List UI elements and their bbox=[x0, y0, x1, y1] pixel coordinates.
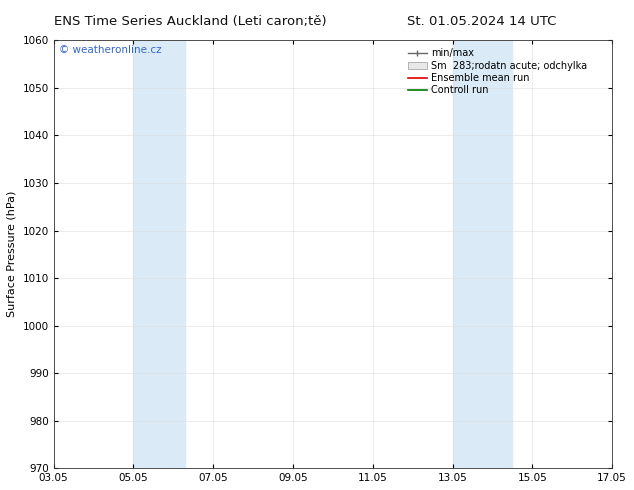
Legend: min/max, Sm  283;rodatn acute; odchylka, Ensemble mean run, Controll run: min/max, Sm 283;rodatn acute; odchylka, … bbox=[404, 45, 590, 98]
Text: ENS Time Series Auckland (Leti caron;tě): ENS Time Series Auckland (Leti caron;tě) bbox=[54, 15, 327, 28]
Y-axis label: Surface Pressure (hPa): Surface Pressure (hPa) bbox=[7, 191, 17, 318]
Bar bbox=[133, 40, 185, 468]
Bar bbox=[453, 40, 512, 468]
Text: © weatheronline.cz: © weatheronline.cz bbox=[59, 45, 162, 54]
Text: St. 01.05.2024 14 UTC: St. 01.05.2024 14 UTC bbox=[407, 15, 557, 28]
